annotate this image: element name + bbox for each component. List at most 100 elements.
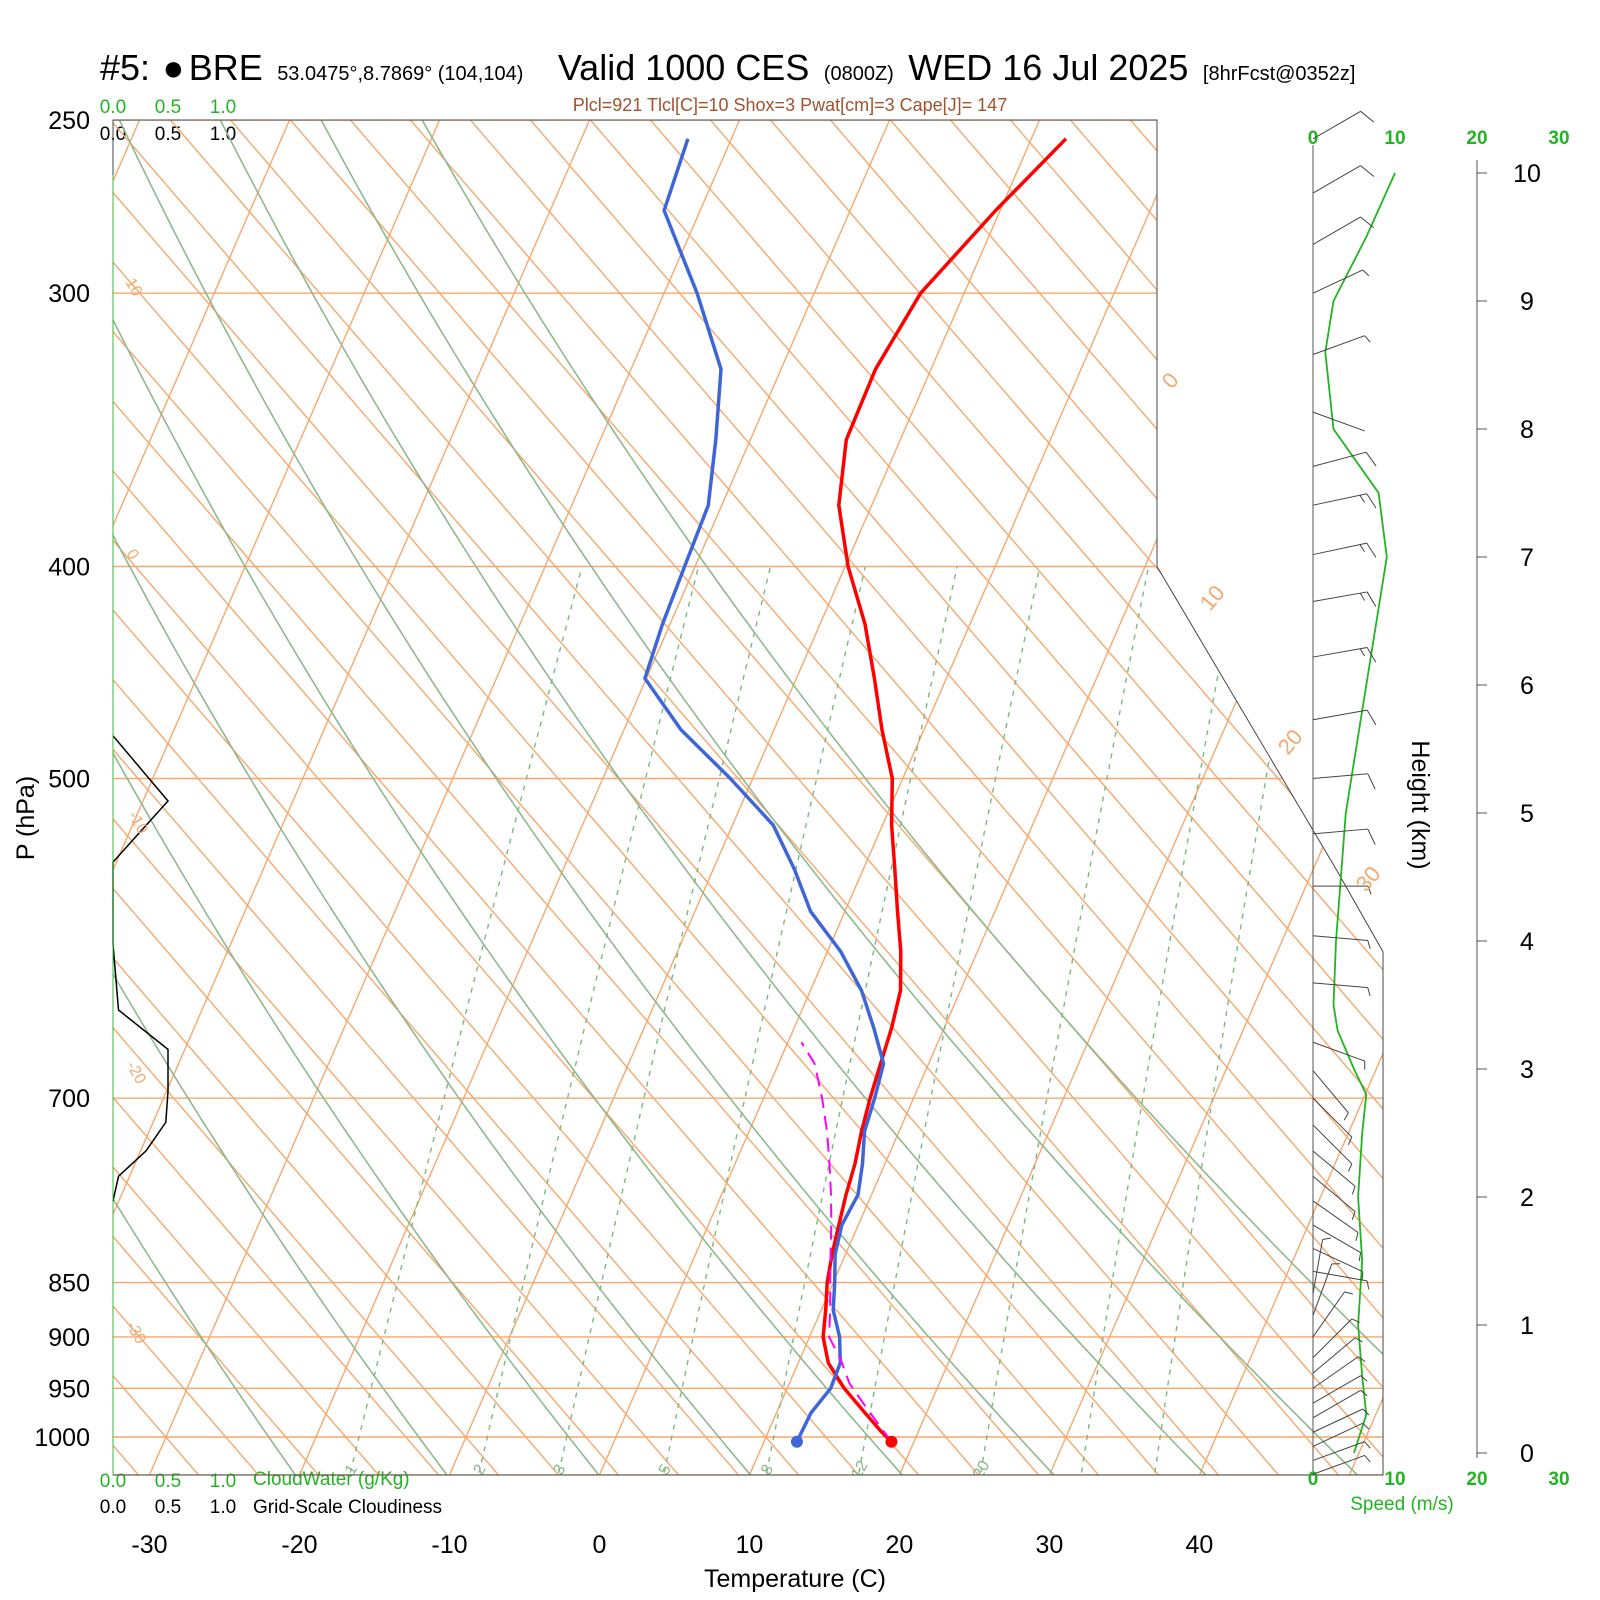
wind-barb-staff [1312, 647, 1368, 658]
wind-barb-staff [1312, 1441, 1365, 1461]
wind-barb-feather [1360, 1375, 1368, 1382]
thickness-line [113, 120, 1014, 1475]
wind-barb-feather [1357, 1356, 1366, 1362]
thickness-line [192, 120, 1383, 1475]
surface-dewpoint-marker [790, 1435, 803, 1448]
mixing-ratio-label: 8 [758, 1462, 777, 1478]
wind-barb-staff [1312, 1356, 1359, 1389]
cloudiness-top-scale: 0.0 0.5 1.0 [100, 124, 236, 145]
thickness-line [792, 120, 1383, 1475]
thickness-line [113, 120, 894, 1475]
wind-barb-staff [1312, 1239, 1324, 1294]
temperature-line [821, 137, 1068, 1443]
thickness-line [672, 120, 1383, 1475]
wind-barb-staff [1312, 1270, 1368, 1282]
title-line: #5: ● BRE 53.0475°,8.7869° (104,104) Val… [100, 47, 1355, 88]
wind-barb-feather [1366, 493, 1377, 509]
wind-barb-staff [1312, 1408, 1364, 1433]
thickness-line [252, 120, 1383, 1475]
isotherm-line [1195, 120, 1383, 1475]
thickness-line [113, 120, 1383, 1475]
wind-barb-feather [1351, 1318, 1360, 1323]
wind-barb-staff [1312, 1097, 1353, 1138]
pressure-tick-label: 850 [48, 1270, 90, 1298]
speed-tick-top: 30 [1548, 128, 1569, 149]
series-layer [643, 137, 1068, 1448]
speed-tick-bottom: 10 [1384, 1469, 1405, 1490]
temperature-tick-label: 20 [886, 1531, 914, 1559]
thickness-line [113, 120, 234, 1475]
thickness-line [113, 120, 774, 1475]
dry-adiabat [219, 120, 1215, 1475]
height-tick-label: 4 [1520, 928, 1534, 956]
wind-barb-staff [1312, 1263, 1333, 1316]
wind-barb-feather [1364, 1441, 1371, 1449]
isotherm-label: 20 [1273, 724, 1308, 759]
thickness-line [113, 120, 1254, 1475]
valid-time: Valid 1000 CES [558, 47, 810, 88]
wind-barb-staff [1312, 493, 1367, 506]
cloudiness-label: Grid-Scale Cloudiness [253, 1497, 442, 1518]
wind-barb-feather [1347, 1163, 1353, 1172]
background-lines: 1 2 3 5 8 12 20 [0, 0, 1600, 1515]
wind-barb-staff [1312, 1224, 1361, 1253]
wind-barb-feather [1354, 1337, 1363, 1343]
cloudwater-top-tick: 0.5 [155, 97, 181, 118]
forecast-info: [8hrFcst@0352z] [1203, 63, 1356, 85]
thickness-line [612, 120, 1383, 1475]
isotherm-label: 10 [1195, 580, 1230, 615]
temperature-tick-label: 30 [1036, 1531, 1064, 1559]
wind-barb-feather [1366, 542, 1377, 558]
wind-barb-staff [1312, 1422, 1364, 1447]
height-tick-label: 6 [1520, 672, 1534, 700]
temperature-tick-label: -10 [431, 1531, 467, 1559]
surface-temperature-marker [885, 1435, 898, 1448]
speed-axis-title: Speed (m/s) [1350, 1494, 1453, 1515]
wind-barb-feather [1367, 828, 1376, 845]
thickness-line [113, 120, 294, 1475]
wind-barb-feather [1359, 648, 1366, 657]
y-axis-title: P (hPa) [12, 776, 40, 860]
speed-tick-top: 10 [1384, 128, 1405, 149]
height-tick-label: 2 [1520, 1184, 1534, 1212]
thickness-line [0, 0, 53, 1515]
isotherm-line [0, 81, 6, 1483]
pressure-tick-label: 700 [48, 1085, 90, 1113]
wind-barb-feather [1322, 1237, 1332, 1241]
station-coords: 53.0475°,8.7869° (104,104) [277, 63, 523, 85]
plot-outline [112, 119, 1384, 1476]
wind-barb-staff [1312, 709, 1368, 721]
wind-barb-feather [1361, 1271, 1364, 1281]
cloudiness-bottom-tick: 0.5 [155, 1497, 181, 1518]
wind-barb-staff [1312, 1454, 1365, 1475]
mixing-ratio-label: 3 [550, 1462, 569, 1478]
wind-barb-feather [1359, 494, 1365, 503]
wind-barb-staff [1312, 828, 1368, 835]
wind-barb-staff [1312, 542, 1367, 556]
wind-barb-staff [1312, 982, 1368, 989]
thickness-line [1573, 0, 1600, 1515]
thickness-line [113, 120, 1383, 1475]
thickness-line [113, 120, 1134, 1475]
height-tick-label: 7 [1520, 544, 1534, 572]
dry-adiabat [113, 120, 302, 1475]
temperature-tick-label: -20 [281, 1531, 317, 1559]
pressure-axis: 250 300 400 500 700 850 900 950 1000 [34, 107, 90, 1452]
wind-barb-staff [1312, 1175, 1356, 1213]
x-axis-title: Temperature (C) [704, 1565, 886, 1593]
isotherm-line [113, 120, 608, 1475]
thickness-line [852, 120, 1383, 1475]
wind-barb-staff [1312, 1248, 1364, 1273]
temperature-tick-label: -30 [131, 1531, 167, 1559]
speed-tick-top: 20 [1466, 128, 1487, 149]
temperature-axis: -30 -20 -10 0 10 20 30 40 [131, 1531, 1213, 1559]
mixing-ratio-label: 5 [656, 1462, 675, 1478]
thickness-line [113, 120, 474, 1475]
station-name: BRE [189, 47, 263, 88]
isotherm-label: 10 [122, 276, 146, 300]
height-tick-label: 8 [1520, 416, 1534, 444]
wind-barb-feather [1360, 216, 1375, 229]
mixing-ratio-line [661, 566, 867, 1475]
